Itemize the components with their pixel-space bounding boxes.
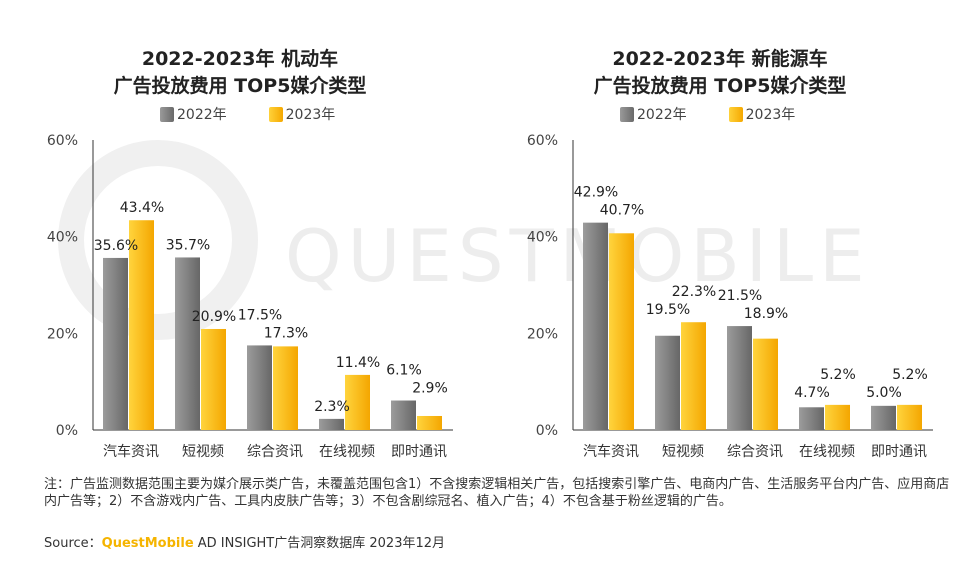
legend-label-2022: 2022年 (637, 107, 687, 123)
source-text: AD INSIGHT广告洞察数据库 2023年12月 (193, 536, 446, 551)
legend-label-2023: 2023年 (745, 107, 796, 123)
bar-2022 (871, 405, 896, 430)
x-category-label: 短视频 (662, 444, 704, 460)
chart-panel-left: 2022-2023年 机动车 广告投放费用 TOP5媒介类型 2022年 202… (0, 0, 480, 470)
data-label-2022: 21.5% (718, 288, 762, 304)
legend-label-2023: 2023年 (285, 107, 336, 123)
bar-2023 (897, 404, 922, 430)
data-label-2023: 18.9% (744, 306, 788, 322)
watermark-text: QUESTMOBILE (285, 214, 871, 298)
y-tick-label: 60% (47, 133, 78, 149)
bar-2022 (391, 400, 416, 430)
bar-2022 (727, 326, 752, 430)
chart-panel-right: 2022-2023年 新能源车 广告投放费用 TOP5媒介类型 2022年 20… (480, 0, 960, 470)
bar-2022 (247, 345, 272, 430)
legend-swatch-2023 (728, 106, 743, 122)
bar-2023 (681, 322, 706, 430)
y-tick-label: 20% (527, 326, 558, 342)
x-category-label: 综合资讯 (727, 444, 783, 460)
chart-title-right-line1: 2022-2023年 新能源车 (612, 48, 828, 70)
data-label-2022: 4.7% (794, 385, 830, 401)
data-label-2023: 2.9% (412, 381, 448, 397)
legend-swatch-2022 (160, 106, 174, 122)
legend-item-2023: 2023年 (268, 104, 336, 124)
footnote: 注：广告监测数据范围主要为媒介展示类广告，未覆盖范围包含1）不含搜索逻辑相关广告… (44, 477, 950, 509)
x-category-label: 汽车资讯 (583, 443, 639, 460)
legend-item-2022: 2022年 (160, 104, 227, 124)
data-label-2023: 11.4% (336, 355, 380, 371)
source-label: Source： (44, 536, 102, 551)
data-label-2022: 2.3% (314, 399, 350, 415)
data-label-2022: 42.9% (574, 185, 618, 201)
bar-chart-right: 0% 20% 40% 60% 42.9% 40.7% 汽车资讯 19.5% 22.3% 短视频 21… (527, 133, 933, 460)
data-label-2023: 43.4% (120, 200, 164, 216)
legend-swatch-2022 (620, 106, 634, 122)
data-label-2022: 35.7% (166, 237, 210, 253)
legend-item-2022: 2022年 (620, 104, 687, 124)
bar-2023 (609, 233, 634, 430)
source-brand: QuestMobile (101, 536, 194, 551)
chart-title-left-line1: 2022-2023年 机动车 (141, 48, 339, 70)
data-label-2023: 20.9% (192, 309, 236, 325)
legend-right: 2022年 2023年 (620, 104, 795, 124)
y-tick-label: 40% (527, 230, 558, 246)
data-label-2022: 35.6% (94, 238, 138, 254)
bar-2023 (129, 220, 154, 430)
x-category-label: 即时通讯 (391, 444, 447, 460)
x-category-label: 汽车资讯 (103, 443, 159, 460)
x-category-label: 即时通讯 (871, 444, 927, 460)
x-category-label: 在线视频 (319, 444, 375, 460)
x-category-label: 在线视频 (799, 444, 855, 460)
bar-chart-left: 0% 20% 40% 60% 35.6% 43.4% 汽车资讯 35.7% 20.9% 短视频 17… (47, 133, 453, 460)
bar-2023 (417, 415, 442, 430)
x-category-label: 短视频 (182, 444, 224, 460)
bar-2022 (583, 222, 608, 430)
data-label-2022: 19.5% (646, 302, 690, 318)
chart-title-left: 2022-2023年 机动车 广告投放费用 TOP5媒介类型 (0, 46, 480, 100)
bar-2022 (175, 257, 200, 430)
legend-label-2022: 2022年 (177, 107, 227, 123)
data-label-2022: 5.0% (866, 385, 902, 401)
bar-2022 (103, 257, 128, 430)
bar-2022 (319, 418, 344, 430)
data-label-2023: 5.2% (892, 367, 928, 383)
chart-title-right-line2: 广告投放费用 TOP5媒介类型 (593, 75, 847, 97)
data-label-2022: 6.1% (386, 363, 422, 379)
chart-title-right: 2022-2023年 新能源车 广告投放费用 TOP5媒介类型 (480, 46, 960, 100)
bar-2022 (655, 335, 680, 430)
bar-2023 (345, 374, 370, 430)
y-tick-label: 20% (47, 326, 78, 342)
y-tick-label: 0% (56, 423, 78, 439)
x-category-label: 综合资讯 (247, 444, 303, 460)
bar-2023 (753, 338, 778, 430)
data-label-2023: 40.7% (600, 203, 644, 219)
y-tick-label: 40% (47, 230, 78, 246)
legend-item-2023: 2023年 (728, 104, 796, 124)
bar-2023 (825, 404, 850, 430)
data-label-2023: 17.3% (264, 325, 308, 341)
legend-swatch-2023 (268, 106, 283, 122)
legend-left: 2022年 2023年 (160, 104, 335, 124)
y-tick-label: 60% (527, 133, 558, 149)
data-label-2023: 22.3% (672, 284, 716, 300)
chart-title-left-line2: 广告投放费用 TOP5媒介类型 (113, 75, 367, 97)
data-label-2023: 5.2% (820, 367, 856, 383)
bar-2022 (799, 407, 824, 430)
y-tick-label: 0% (536, 423, 558, 439)
data-label-2022: 17.5% (238, 307, 282, 323)
bar-2023 (201, 328, 226, 430)
source-line: Source：QuestMobile AD INSIGHT广告洞察数据库 202… (44, 532, 445, 551)
bar-2023 (273, 346, 298, 430)
